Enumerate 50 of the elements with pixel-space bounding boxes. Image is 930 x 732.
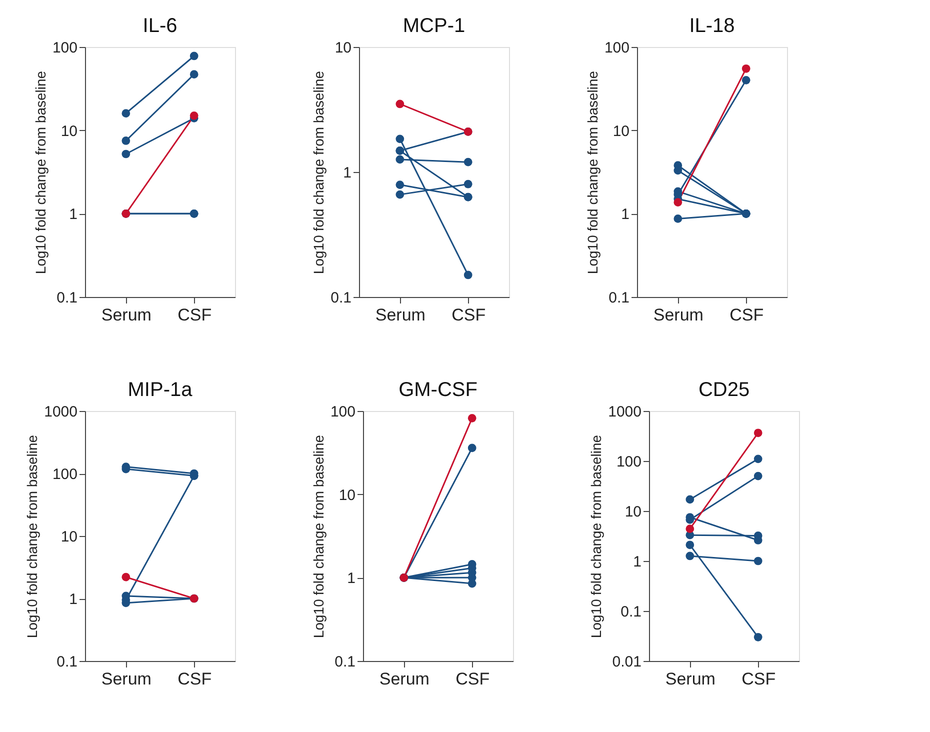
x-tick-label: Serum [101, 306, 152, 324]
x-tick-label: Serum [653, 306, 704, 324]
y-axis-title: Log10 fold change from baseline [310, 434, 326, 638]
y-tick-label: 0.1 [56, 654, 78, 670]
x-tick-label: CSF [730, 306, 764, 324]
y-tick-label: 1000 [608, 404, 642, 420]
y-tick-label: 1 [347, 570, 356, 588]
y-tick-label: 1 [621, 206, 630, 224]
y-tick-label: 100 [52, 466, 78, 483]
chart-title: IL-6 [142, 15, 178, 37]
y-tick-label: 10 [612, 122, 630, 140]
y-tick-label: 0.1 [334, 654, 356, 670]
y-tick-label: 10 [334, 40, 352, 56]
y-tick-label: 100 [52, 40, 78, 56]
x-tick-label: CSF [452, 306, 486, 324]
y-tick-label: 100 [616, 454, 642, 470]
x-tick-label: Serum [379, 670, 430, 688]
y-tick-label: 100 [330, 404, 356, 420]
chart-title: MIP-1a [128, 379, 194, 401]
x-tick-label: CSF [456, 670, 490, 688]
chart-title: GM-CSF [398, 379, 478, 401]
y-tick-label: 1 [69, 591, 78, 608]
y-axis-title: Log10 fold change from baseline [584, 70, 600, 274]
x-tick-label: Serum [665, 670, 716, 688]
y-axis-title: Log10 fold change from baseline [32, 70, 48, 274]
chart-title: IL-18 [689, 15, 735, 37]
y-tick-label: 0.1 [330, 290, 352, 306]
y-tick-label: 0.1 [608, 290, 630, 306]
y-tick-label: 10 [338, 486, 356, 504]
y-axis-title: Log10 fold change from baseline [310, 70, 327, 274]
y-tick-label: 0.01 [612, 654, 642, 670]
y-tick-label: 10 [60, 122, 78, 140]
y-tick-label: 100 [604, 40, 630, 56]
y-tick-label: 1000 [44, 404, 78, 420]
y-tick-label: 0.1 [56, 290, 78, 306]
y-tick-label: 10 [60, 528, 78, 546]
x-tick-label: Serum [375, 306, 426, 324]
x-tick-label: CSF [178, 670, 212, 688]
y-tick-label: 1 [343, 164, 352, 182]
x-tick-label: CSF [742, 670, 776, 688]
x-tick-label: Serum [101, 670, 152, 688]
x-tick-label: CSF [178, 306, 212, 324]
y-tick-label: 0.1 [620, 604, 642, 620]
chart-title: CD25 [698, 379, 750, 401]
y-axis-title: Log10 fold change from baseline [24, 434, 40, 638]
y-tick-label: 1 [69, 206, 78, 224]
y-tick-label: 1 [633, 554, 642, 570]
y-tick-label: 10 [624, 504, 642, 520]
chart-title: MCP-1 [402, 15, 466, 37]
y-axis-title: Log10 fold change from baseline [588, 434, 604, 638]
